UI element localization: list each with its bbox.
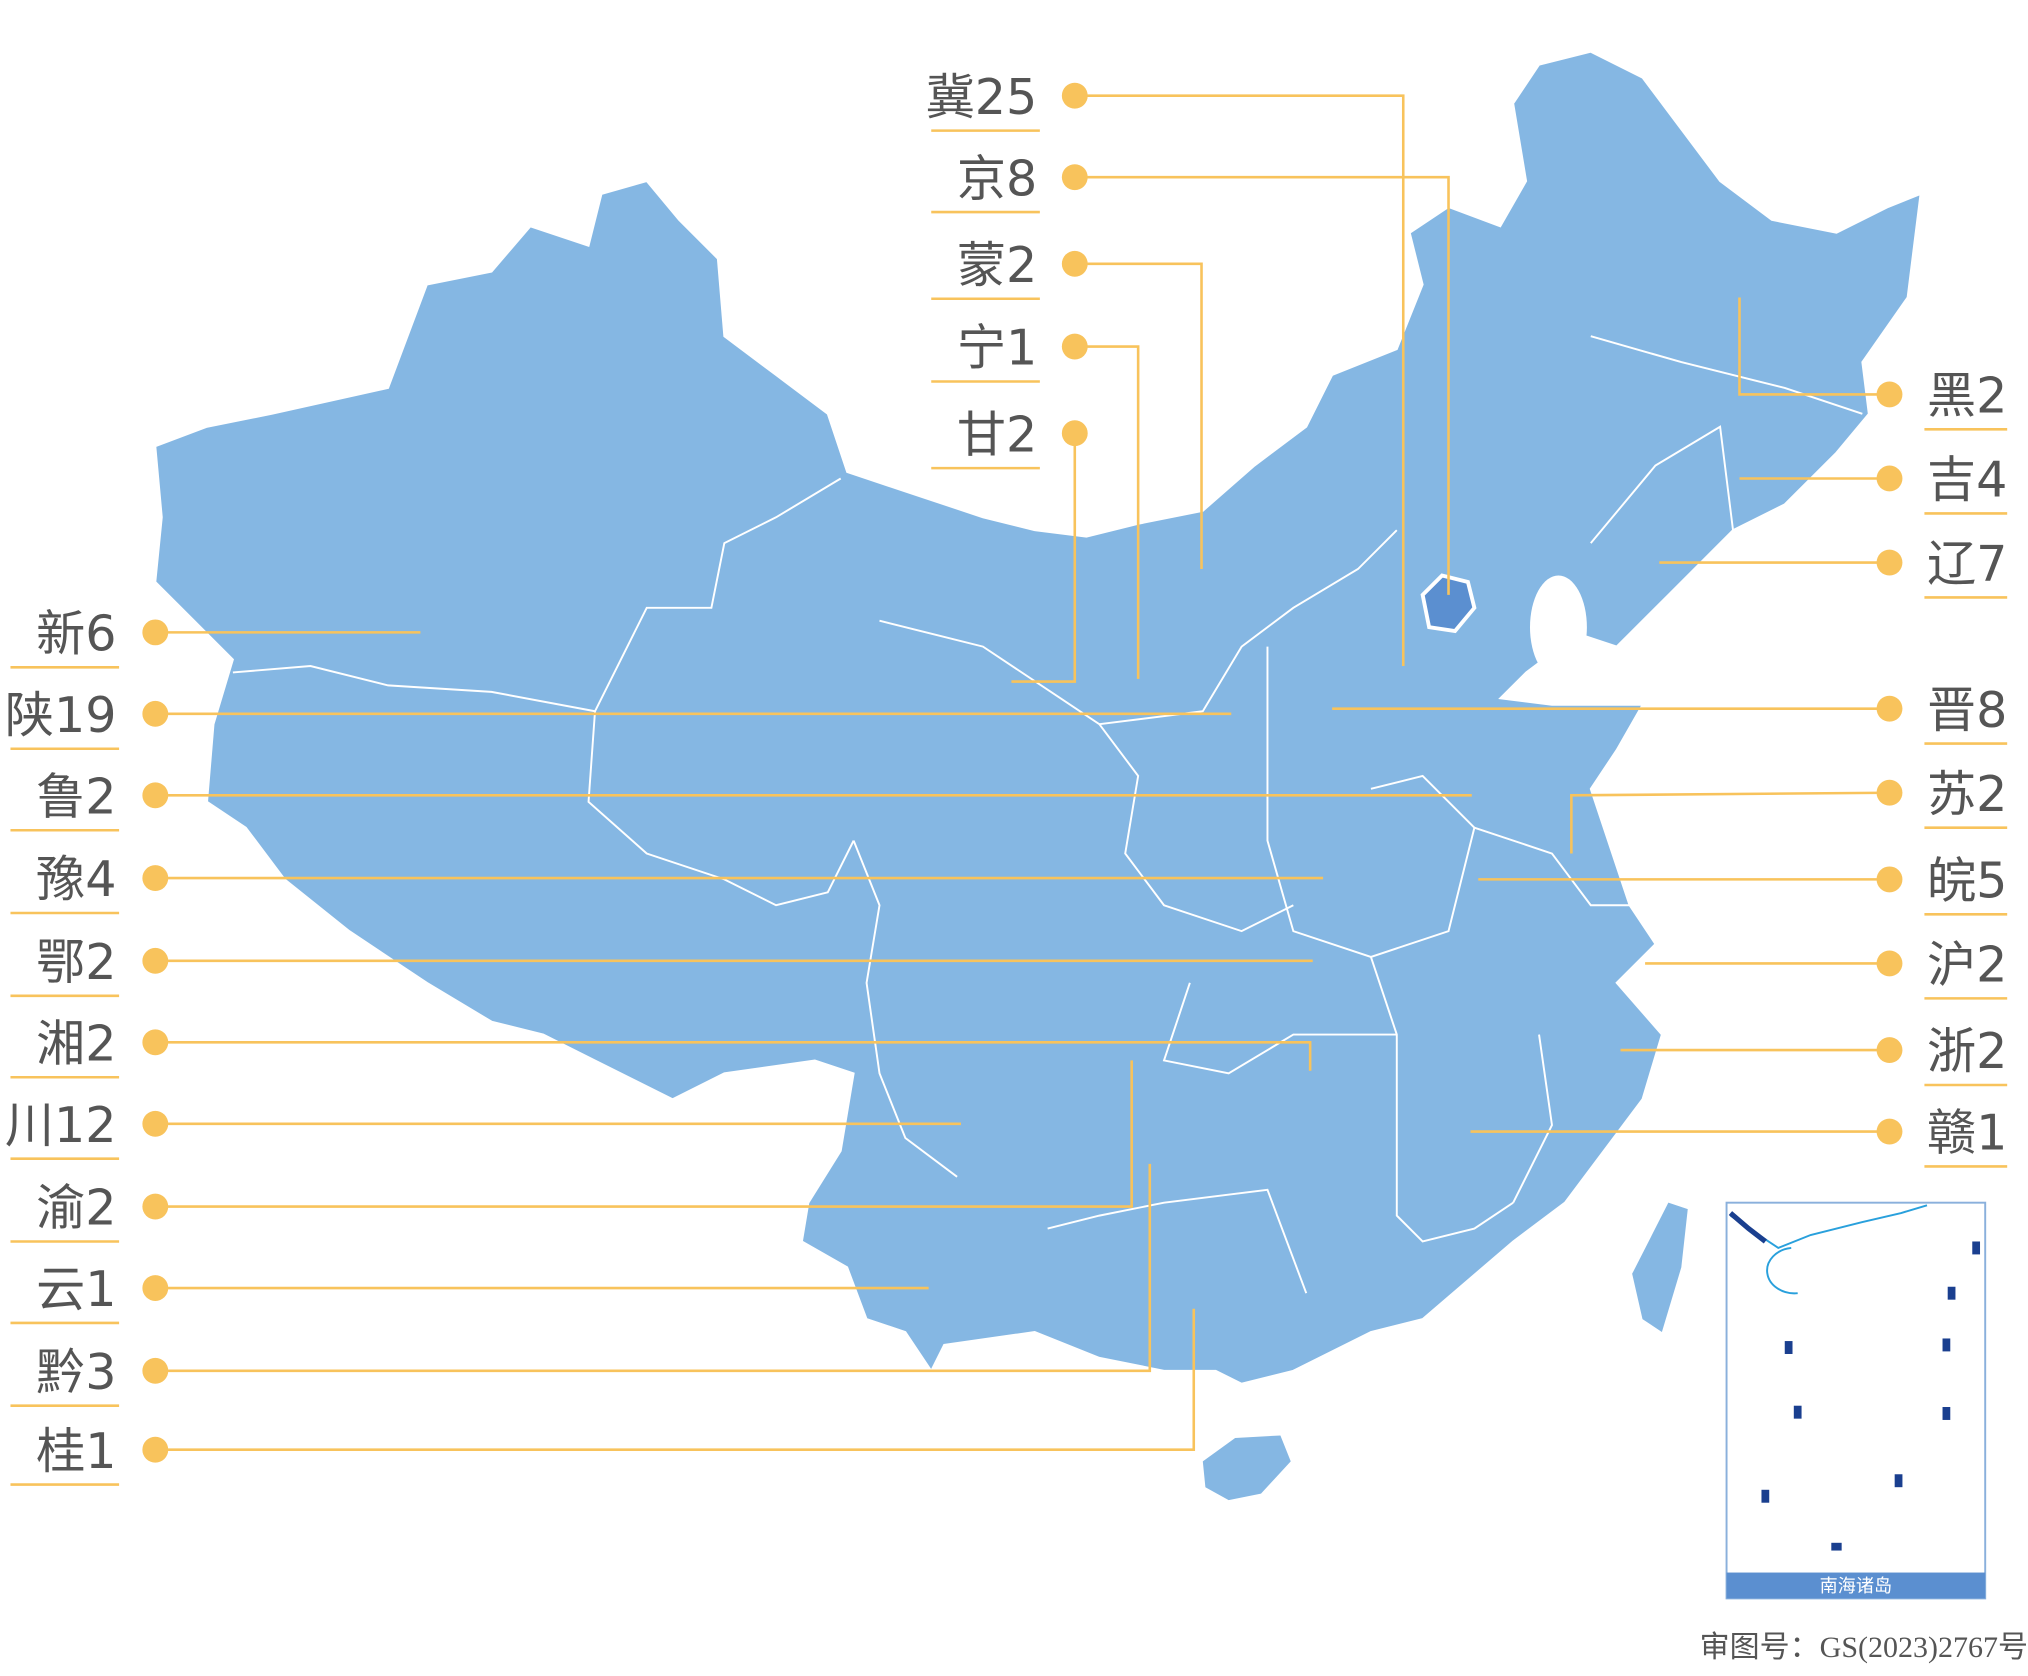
province-label: 云1 — [36, 1260, 116, 1318]
province-label: 沪2 — [1927, 936, 2007, 994]
leader-dot — [142, 865, 169, 892]
leader-line — [155, 1041, 1312, 1071]
china-mainland — [154, 50, 1922, 1385]
bohai-sea — [1529, 575, 1587, 679]
leader-dot — [1876, 866, 1903, 893]
leader-dot — [1061, 250, 1088, 277]
south-china-sea-inset: 南海诸岛 — [1725, 1201, 1987, 1600]
province-label: 赣1 — [1927, 1104, 2007, 1162]
leader-line — [155, 1308, 1196, 1451]
beijing-region — [1420, 573, 1477, 634]
map-approval-number: 审图号：GS(2023)2767号 — [1699, 1631, 2028, 1664]
leader-line — [1074, 175, 1450, 595]
province-label: 鄂2 — [36, 933, 116, 991]
province-labels: 冀25 京8 蒙2 宁1 甘2 新6 陕19 鲁2 豫4 鄂2 湘2 川12 渝2 云1 黔3 桂1 黑2 吉4 辽… — [5, 68, 2007, 1486]
leader-dot — [142, 1357, 169, 1384]
leader-dot — [1061, 420, 1088, 447]
province-label: 桂1 — [36, 1422, 116, 1480]
province-label: 湘2 — [36, 1014, 116, 1072]
leader-dot — [142, 1275, 169, 1301]
leader-dot — [1061, 333, 1088, 360]
leader-dot — [142, 1436, 169, 1463]
taiwan-island — [1632, 1202, 1688, 1333]
leader-dot — [1876, 950, 1903, 977]
province-label: 宁1 — [957, 319, 1037, 377]
province-label: 黔3 — [36, 1343, 116, 1401]
leader-dot — [1876, 465, 1903, 492]
leader-dot — [1876, 1118, 1903, 1145]
leader-dot — [1876, 1037, 1903, 1064]
province-label: 豫4 — [36, 850, 116, 908]
province-label: 鲁2 — [36, 767, 116, 825]
leader-lines — [155, 94, 1890, 1451]
leader-dot — [142, 1029, 169, 1056]
leader-dot — [142, 782, 169, 809]
hainan-island — [1202, 1435, 1291, 1501]
province-label: 陕19 — [5, 686, 117, 744]
province-label: 吉4 — [1927, 451, 2007, 509]
leader-line — [1738, 297, 1890, 396]
province-label: 甘2 — [957, 405, 1037, 463]
leader-dot — [1061, 82, 1088, 109]
leader-line — [1074, 94, 1405, 667]
leader-line — [155, 1060, 1133, 1208]
province-label: 京8 — [957, 149, 1037, 207]
province-label: 蒙2 — [957, 236, 1037, 294]
province-label: 黑2 — [1927, 367, 2007, 425]
nine-dash-line — [1761, 1241, 1981, 1551]
province-label: 新6 — [36, 604, 116, 662]
leader-dot — [142, 1110, 169, 1137]
leader-dot — [1876, 695, 1903, 722]
leader-dot — [142, 619, 169, 646]
leader-dot — [142, 1193, 169, 1220]
leader-line — [1074, 345, 1140, 679]
province-label: 渝2 — [36, 1179, 116, 1237]
leader-line — [155, 1163, 1152, 1373]
province-borders — [232, 335, 1863, 1294]
leader-dot — [142, 700, 169, 727]
leader-dot — [1876, 381, 1903, 408]
province-label: 浙2 — [1927, 1022, 2007, 1080]
province-label: 晋8 — [1927, 681, 2007, 739]
leader-line — [1011, 433, 1077, 683]
leader-dot — [1061, 164, 1088, 191]
leader-line — [1074, 262, 1203, 570]
province-label: 冀25 — [926, 68, 1038, 126]
leader-line — [1570, 791, 1890, 854]
leader-dot — [1876, 549, 1903, 576]
province-label: 辽7 — [1927, 535, 2007, 593]
province-label: 皖5 — [1927, 851, 2007, 909]
province-label: 川12 — [5, 1096, 117, 1154]
leader-dot — [142, 947, 169, 974]
inset-title: 南海诸岛 — [1820, 1576, 1892, 1597]
leader-dot — [1876, 779, 1903, 806]
leader-dots — [142, 82, 1903, 1463]
province-label: 苏2 — [1927, 765, 2007, 823]
